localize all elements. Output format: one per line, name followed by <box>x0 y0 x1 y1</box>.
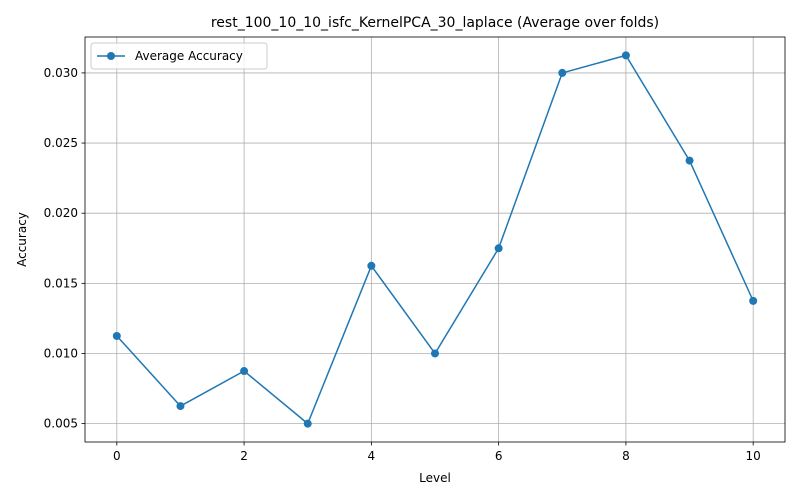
axis-ticks: 0 2 4 6 8 10 0.005 0.010 0.015 0.020 0.025 0.030 <box>44 66 761 463</box>
legend-box <box>90 42 268 70</box>
data-point <box>431 349 439 358</box>
data-point <box>112 331 121 340</box>
data-point <box>494 244 503 253</box>
grid <box>85 37 785 442</box>
y-tick-label: 0.015 <box>44 276 78 290</box>
data-point <box>621 51 630 60</box>
x-tick-label: 10 <box>746 449 761 463</box>
y-tick-label: 0.005 <box>44 417 78 431</box>
legend-marker-swatch <box>107 52 115 60</box>
x-tick-label: 6 <box>495 449 503 463</box>
x-tick-label: 2 <box>240 449 248 463</box>
y-axis-label: Accuracy <box>15 212 29 267</box>
data-point <box>558 68 567 77</box>
plot-frame <box>84 36 786 443</box>
x-tick-label: 4 <box>368 449 376 463</box>
y-tick-label: 0.025 <box>44 136 78 150</box>
legend-label: Average Accuracy <box>135 49 243 63</box>
chart-title: rest_100_10_10_isfc_KernelPCA_30_laplace… <box>211 15 659 31</box>
data-point <box>240 367 249 376</box>
y-tick-label: 0.020 <box>44 206 78 220</box>
x-axis-label: Level <box>419 471 451 485</box>
x-tick-label: 8 <box>622 449 630 463</box>
data-point <box>685 156 694 165</box>
x-tick-label: 0 <box>113 449 121 463</box>
series-layer <box>112 51 758 428</box>
y-tick-label: 0.030 <box>44 66 78 80</box>
data-point <box>176 402 185 411</box>
legend: Average Accuracy <box>90 42 268 70</box>
y-tick-label: 0.010 <box>44 346 78 360</box>
series-line <box>116 54 754 425</box>
data-point <box>367 261 376 270</box>
data-point <box>749 296 758 305</box>
data-point <box>303 419 312 428</box>
